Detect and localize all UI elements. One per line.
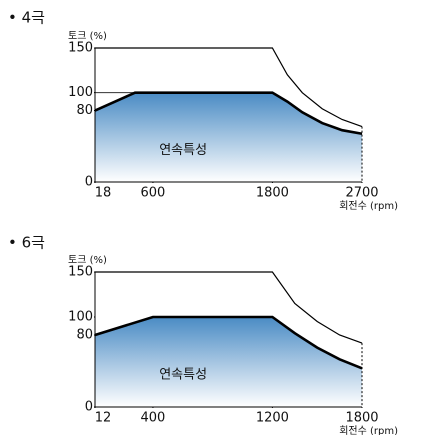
x-tick-label: 600 bbox=[141, 186, 166, 201]
x-tick-label: 18 bbox=[95, 186, 112, 201]
x-tick-label: 2700 bbox=[345, 186, 378, 201]
chart-title: • 6극 bbox=[8, 234, 45, 252]
continuous-area bbox=[95, 317, 362, 407]
y-axis-label: 토크 (%) bbox=[68, 31, 107, 42]
max-torque-line bbox=[95, 271, 363, 344]
y-tick-label: 150 bbox=[68, 41, 93, 56]
y-tick-label: 80 bbox=[76, 103, 93, 118]
y-axis-label: 토크 (%) bbox=[68, 255, 107, 266]
x-axis-label: 회전수 (rpm) bbox=[339, 200, 398, 212]
continuous-line bbox=[94, 315, 363, 370]
x-tick-label: 12 bbox=[95, 411, 112, 426]
y-tick-label: 150 bbox=[68, 265, 93, 280]
area-label: 연속특성 bbox=[159, 368, 207, 383]
x-tick-label: 1800 bbox=[256, 186, 289, 201]
y-tick-label: 0 bbox=[85, 400, 93, 415]
y-tick-label: 80 bbox=[76, 328, 93, 343]
max-torque-line bbox=[95, 47, 363, 128]
x-tick-label: 400 bbox=[141, 411, 166, 426]
y-tick-label: 100 bbox=[68, 85, 93, 100]
continuous-line bbox=[94, 91, 363, 136]
x-axis-label: 회전수 (rpm) bbox=[339, 425, 398, 435]
y-tick-label: 100 bbox=[68, 310, 93, 325]
y-tick-label: 0 bbox=[85, 175, 93, 190]
area-label: 연속특성 bbox=[159, 143, 207, 158]
chart-title: • 4극 bbox=[8, 9, 45, 27]
x-tick-label: 1200 bbox=[256, 411, 289, 426]
continuous-area bbox=[95, 92, 362, 182]
x-tick-label: 1800 bbox=[345, 411, 378, 426]
